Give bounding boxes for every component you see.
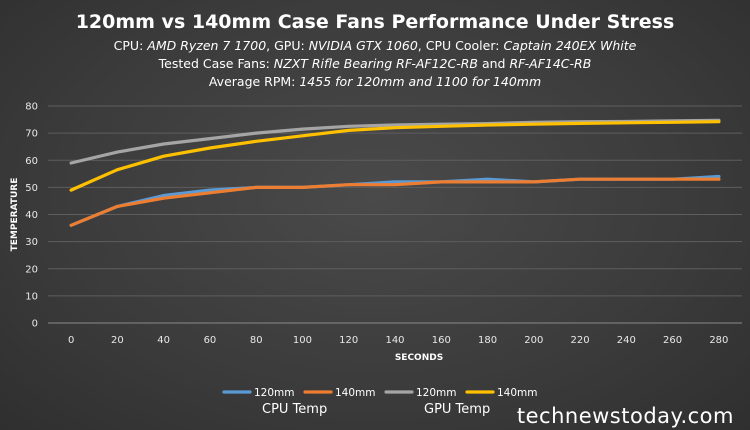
cpu-value: AMD Ryzen 7 1700 [147, 38, 267, 53]
x-tick-label: 280 [709, 335, 728, 346]
fans-label: Tested Case Fans: [158, 56, 274, 71]
series-line-gpu-temp-140mm [69, 120, 721, 192]
legend-group-gpu: GPU Temp [424, 402, 491, 417]
y-tick-label: 30 [25, 237, 38, 248]
x-tick-label: 40 [157, 335, 170, 346]
x-tick-label: 180 [478, 335, 497, 346]
legend-label-3: 140mm [497, 387, 538, 399]
x-tick-label: 60 [204, 335, 217, 346]
x-tick-label: 140 [385, 335, 404, 346]
subtitle-line-3: Average RPM: 1455 for 120mm and 1100 for… [0, 74, 750, 89]
y-tick-label: 80 [25, 102, 38, 113]
x-tick-label: 240 [617, 335, 636, 346]
fan2-value: RF-AF14C-RB [509, 56, 592, 71]
y-tick-label: 20 [25, 264, 38, 275]
rpm-value: 1455 for 120mm and 1100 for 140mm [299, 74, 542, 89]
x-tick-label: 20 [111, 335, 124, 346]
y-tick-label: 40 [25, 210, 38, 221]
subtitle-line-2: Tested Case Fans: NZXT Rifle Bearing RF-… [0, 56, 750, 71]
legend-label-0: 120mm [254, 387, 295, 399]
y-axis-title: TEMPERATURE [10, 178, 20, 252]
fans-sep: and [477, 56, 510, 71]
legend-label-2: 120mm [416, 387, 457, 399]
cooler-value: Captain 240EX White [503, 38, 637, 53]
cpu-label: CPU: [113, 38, 148, 53]
x-tick-label: 80 [250, 335, 263, 346]
cooler-label: , CPU Cooler: [417, 38, 504, 53]
x-tick-label: 220 [571, 335, 590, 346]
subtitle-line-1: CPU: AMD Ryzen 7 1700, GPU: NVIDIA GTX 1… [0, 38, 750, 53]
gpu-label: , GPU: [266, 38, 309, 53]
legend-group-cpu: CPU Temp [262, 402, 328, 417]
gpu-value: NVIDIA GTX 1060 [308, 38, 418, 53]
x-tick-label: 260 [663, 335, 682, 346]
x-tick-label: 120 [339, 335, 358, 346]
legend-label-1: 140mm [335, 387, 376, 399]
x-tick-label: 160 [432, 335, 451, 346]
y-tick-label: 70 [25, 129, 38, 140]
y-tick-label: 0 [32, 319, 38, 330]
y-tick-label: 60 [25, 156, 38, 167]
y-tick-label: 10 [25, 291, 38, 302]
series-line-cpu-temp-140mm [69, 177, 721, 227]
x-tick-label: 0 [68, 335, 74, 346]
x-tick-label: 200 [524, 335, 543, 346]
chart-title: 120mm vs 140mm Case Fans Performance Und… [75, 11, 675, 33]
watermark: technewstoday.com [516, 404, 734, 428]
y-tick-label: 50 [25, 183, 38, 194]
rpm-label: Average RPM: [208, 74, 300, 89]
x-axis-title: SECONDS [395, 353, 443, 363]
fan1-value: NZXT Rifle Bearing RF-AF12C-RB [273, 56, 478, 71]
x-tick-label: 100 [293, 335, 312, 346]
